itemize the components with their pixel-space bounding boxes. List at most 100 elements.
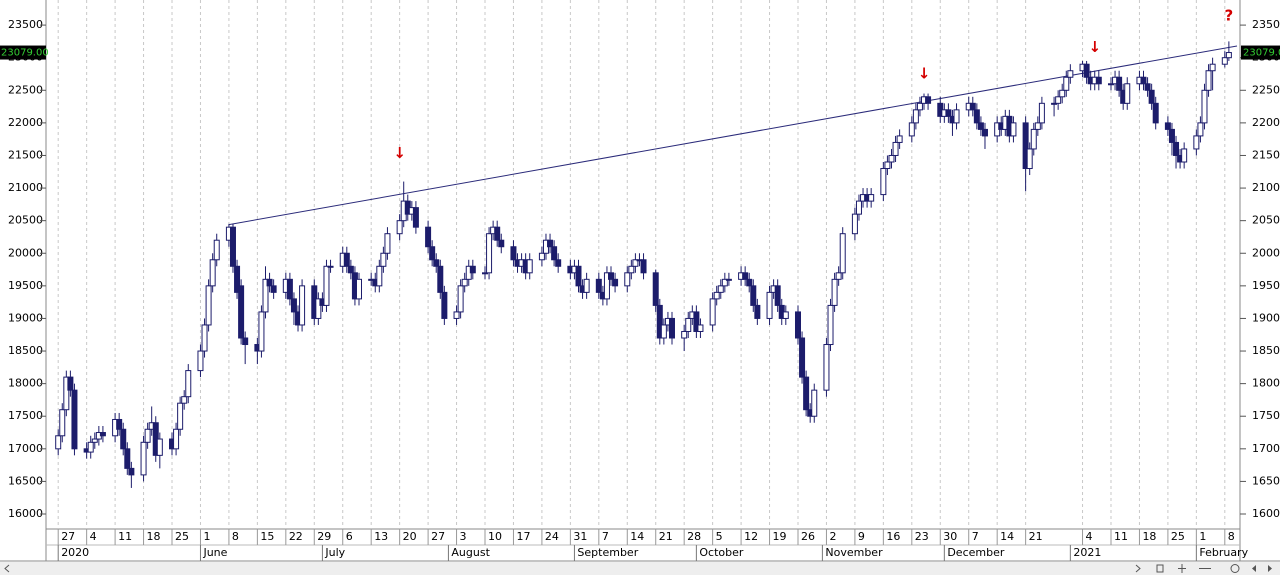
candle-body xyxy=(969,102,976,111)
candle-body xyxy=(827,304,834,346)
candle-body xyxy=(1152,102,1159,124)
candle-body xyxy=(746,278,753,287)
candle-body xyxy=(1148,89,1155,104)
x-tick-label: 22 xyxy=(289,530,303,543)
zoom-button[interactable] xyxy=(1178,564,1186,573)
candle-body xyxy=(685,317,692,332)
x-tick-label: 7 xyxy=(602,530,609,543)
scroll-right[interactable] xyxy=(1135,564,1141,573)
scroll-button[interactable] xyxy=(1156,564,1164,573)
candle-body xyxy=(868,194,875,202)
candle-body xyxy=(766,291,773,319)
candle-body xyxy=(977,122,984,130)
x-tick-label: 2 xyxy=(829,530,836,543)
candle-body xyxy=(286,278,293,300)
month-label: February xyxy=(1199,546,1248,559)
y-tick-label-right: 19000 xyxy=(1252,311,1280,324)
y-tick-label-right: 21000 xyxy=(1252,181,1280,194)
x-tick-label: 7 xyxy=(972,530,979,543)
month-label: September xyxy=(577,546,638,559)
y-tick-label: 19000 xyxy=(8,311,43,324)
candle-body xyxy=(299,285,306,326)
annotation: ↓ xyxy=(918,64,931,82)
page-buttons[interactable] xyxy=(1252,565,1272,572)
x-tick-label: 17 xyxy=(516,530,530,543)
scrollbar-track[interactable] xyxy=(0,562,1280,575)
candle-body xyxy=(91,438,98,443)
candle-body xyxy=(750,285,757,306)
candle-body xyxy=(1030,128,1037,150)
candle-body xyxy=(1038,102,1045,124)
y-tick-label-right: 18000 xyxy=(1252,377,1280,390)
candle-body xyxy=(177,402,184,430)
reset-button[interactable] xyxy=(1230,564,1240,573)
y-tick-label: 20000 xyxy=(8,246,43,259)
candle-body xyxy=(717,285,724,293)
x-tick-label: 4 xyxy=(90,530,97,543)
x-tick-label: 16 xyxy=(886,530,900,543)
x-tick-label: 4 xyxy=(1086,530,1093,543)
x-tick-label: 27 xyxy=(431,530,445,543)
candle-body xyxy=(87,441,94,453)
candle-body xyxy=(799,337,806,378)
candle-body xyxy=(1209,63,1216,72)
x-tick-label: 30 xyxy=(943,530,957,543)
candle-body xyxy=(242,337,249,346)
candle-body xyxy=(156,438,163,456)
candle-body xyxy=(640,259,647,274)
x-tick-label: 21 xyxy=(1029,530,1043,543)
candle-body xyxy=(205,285,212,326)
candle-body xyxy=(742,272,749,280)
candle-body xyxy=(270,285,277,293)
candle-body xyxy=(1116,76,1123,91)
y-tick-label-right: 18500 xyxy=(1252,344,1280,357)
candle-body xyxy=(1193,135,1200,150)
candle-body xyxy=(652,272,659,306)
candle-body xyxy=(1181,148,1188,163)
x-tick-label: 14 xyxy=(630,530,644,543)
candle-body xyxy=(1173,141,1180,156)
candle-body xyxy=(1225,52,1232,59)
candle-body xyxy=(668,317,675,339)
x-tick-label: 11 xyxy=(1114,530,1128,543)
x-tick-label: 19 xyxy=(773,530,787,543)
candle-body xyxy=(453,311,460,319)
candle-body xyxy=(229,226,236,267)
candle-body xyxy=(1221,57,1228,65)
candle-body xyxy=(197,350,204,372)
candle-body xyxy=(234,265,241,293)
candle-body xyxy=(721,278,728,287)
scrollbar[interactable] xyxy=(0,562,1280,575)
candle-body xyxy=(262,278,269,313)
candle-body xyxy=(99,432,106,437)
month-label: October xyxy=(699,546,743,559)
candle-body xyxy=(575,265,582,287)
x-tick-label: 1 xyxy=(1199,530,1206,543)
candle-body xyxy=(327,265,334,268)
candle-body xyxy=(774,285,781,306)
scroll-left[interactable] xyxy=(4,564,10,573)
candle-body xyxy=(697,324,704,332)
y-tick-label: 22000 xyxy=(8,116,43,129)
candle-body xyxy=(1205,70,1212,91)
candle-body xyxy=(343,252,350,267)
annotation: ? xyxy=(1225,6,1234,24)
x-tick-label: 10 xyxy=(488,530,502,543)
y-tick-label: 17000 xyxy=(8,442,43,455)
candle-body xyxy=(892,141,899,156)
y-tick-label-right: 23500 xyxy=(1252,18,1280,31)
y-tick-label: 20500 xyxy=(8,214,43,227)
candle-body xyxy=(124,448,131,469)
candle-body xyxy=(831,278,838,306)
y-tick-label-right: 22000 xyxy=(1252,116,1280,129)
candle-body xyxy=(884,161,891,170)
candle-body xyxy=(538,252,545,261)
candle-body xyxy=(628,265,635,274)
candle-body xyxy=(612,278,619,287)
candle-body xyxy=(981,128,988,137)
x-tick-label: 11 xyxy=(118,530,132,543)
candle-body xyxy=(469,265,476,274)
candle-body xyxy=(1083,63,1090,78)
candle-body xyxy=(1059,89,1066,98)
